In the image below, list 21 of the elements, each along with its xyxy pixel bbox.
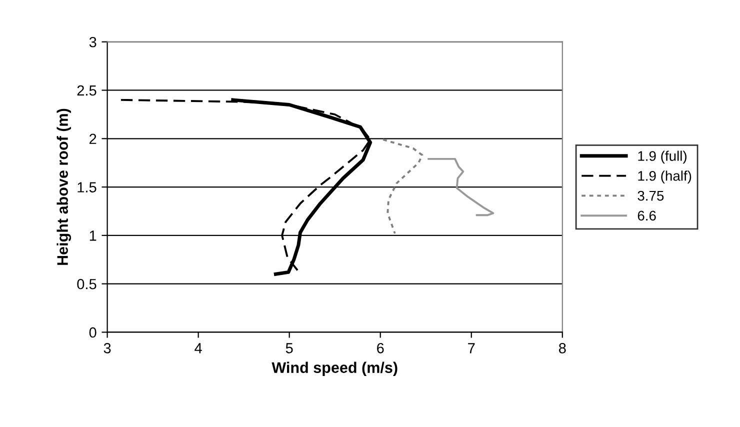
y-tick-label: 0.5 [77,278,96,290]
line-series [382,138,424,234]
y-tick-label: 1.5 [78,182,96,192]
x-tick-label: 4 [194,343,202,354]
legend-label: 1.9 (half) [638,170,692,184]
legend-label: 6.6 [638,210,656,221]
y-tick-label: 3 [89,36,96,48]
x-tick-label: 8 [558,343,566,354]
x-axis-title: Wind speed (m/s) [272,362,398,376]
x-tick-label: 6 [377,343,384,354]
y-axis-title: Height above roof (m) [56,108,72,265]
y-tick-label: 0 [89,327,96,338]
legend-label: 3.75 [638,190,664,201]
x-tick-label: 7 [468,343,475,354]
x-tick-label: 3 [104,343,111,354]
y-tick-label: 2.5 [77,85,96,96]
y-tick-label: 1 [90,230,96,241]
line-series [428,158,494,216]
y-tick-label: 2 [90,134,96,144]
x-tick-label: 5 [286,343,293,354]
legend-label: 1.9 (full) [638,150,686,164]
